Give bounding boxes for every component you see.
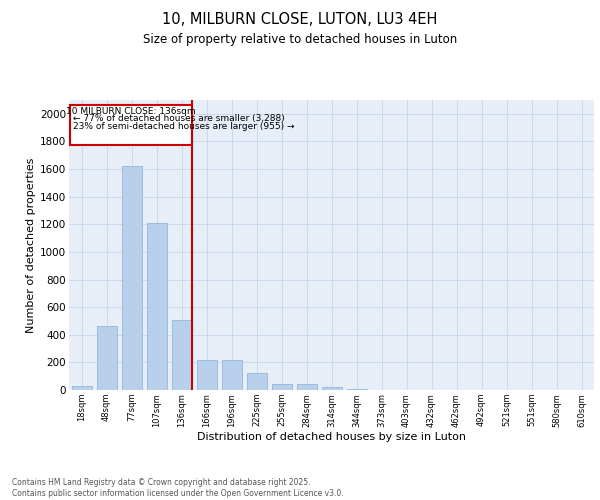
Bar — [347, 388, 367, 390]
Bar — [146, 223, 167, 390]
Text: 10 MILBURN CLOSE: 136sqm: 10 MILBURN CLOSE: 136sqm — [66, 107, 196, 116]
Bar — [296, 384, 317, 390]
Text: ← 77% of detached houses are smaller (3,288): ← 77% of detached houses are smaller (3,… — [73, 114, 285, 123]
FancyBboxPatch shape — [70, 105, 191, 145]
X-axis label: Distribution of detached houses by size in Luton: Distribution of detached houses by size … — [197, 432, 466, 442]
Text: Size of property relative to detached houses in Luton: Size of property relative to detached ho… — [143, 32, 457, 46]
Bar — [97, 326, 116, 390]
Bar — [322, 386, 341, 390]
Bar — [172, 320, 191, 390]
Bar — [271, 384, 292, 390]
Bar — [71, 386, 91, 390]
Text: 23% of semi-detached houses are larger (955) →: 23% of semi-detached houses are larger (… — [73, 122, 295, 130]
Text: Contains HM Land Registry data © Crown copyright and database right 2025.
Contai: Contains HM Land Registry data © Crown c… — [12, 478, 344, 498]
Bar — [221, 360, 241, 390]
Bar — [121, 166, 142, 390]
Y-axis label: Number of detached properties: Number of detached properties — [26, 158, 36, 332]
Text: 10, MILBURN CLOSE, LUTON, LU3 4EH: 10, MILBURN CLOSE, LUTON, LU3 4EH — [163, 12, 437, 28]
Bar — [197, 360, 217, 390]
Bar — [247, 372, 266, 390]
